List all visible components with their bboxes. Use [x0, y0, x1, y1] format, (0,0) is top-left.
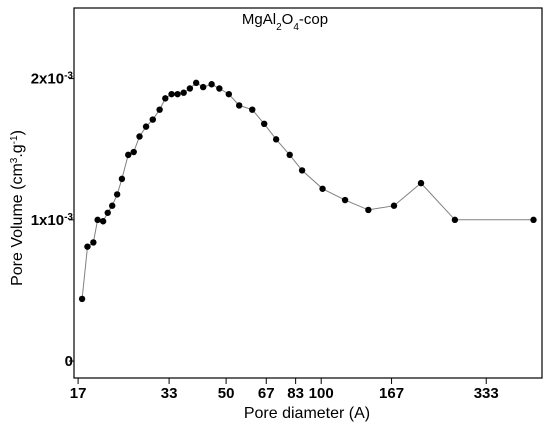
- data-point: [104, 209, 111, 216]
- y-axis-label: Pore Volume (cm3.g-1): [9, 130, 27, 286]
- title-sub-1: 2: [276, 22, 282, 33]
- data-point: [319, 185, 326, 192]
- data-point: [84, 243, 91, 250]
- data-point: [130, 148, 137, 156]
- data-point: [530, 216, 537, 224]
- data-point: [156, 106, 163, 113]
- data-point: [113, 191, 121, 198]
- data-point: [225, 90, 233, 98]
- y-tick-exponent: -3: [64, 70, 73, 81]
- data-point: [125, 151, 132, 159]
- y-label-mid: .g: [9, 144, 26, 157]
- y-label-sup-2: -1: [9, 135, 20, 144]
- title-tail: -cop: [299, 11, 328, 28]
- data-point: [235, 102, 243, 109]
- data-point: [208, 81, 215, 88]
- data-point: [78, 295, 86, 303]
- data-point: [341, 196, 349, 204]
- x-tick-label: 50: [218, 385, 235, 402]
- data-point: [451, 216, 459, 224]
- data-point: [286, 151, 293, 159]
- y-tick-label: 2x10-3: [31, 70, 74, 88]
- data-point: [390, 202, 398, 209]
- data-point: [216, 85, 223, 92]
- y-label-sup-1: 3: [9, 157, 20, 163]
- data-point: [90, 239, 97, 246]
- x-tick-label: 333: [474, 385, 499, 402]
- data-point: [417, 179, 425, 187]
- data-point: [99, 218, 107, 225]
- title-sub-2: 4: [293, 22, 299, 33]
- y-label-main: Pore Volume (cm: [9, 163, 26, 286]
- chart-title: MgAl2O4-cop: [242, 11, 328, 33]
- plot-frame: [73, 7, 543, 379]
- series-line: [81, 82, 534, 299]
- data-point: [186, 85, 194, 92]
- data-point: [199, 83, 207, 91]
- data-point: [136, 133, 143, 140]
- x-tick-label: 167: [379, 385, 404, 402]
- data-point: [174, 90, 181, 98]
- data-point: [118, 175, 126, 183]
- x-tick-label: 83: [287, 385, 304, 402]
- y-tick-exponent: -3: [64, 211, 73, 222]
- x-axis-label: Pore diameter (A): [244, 405, 370, 422]
- plot-border: [73, 7, 543, 379]
- x-tick-label: 33: [161, 385, 178, 402]
- y-tick-label: 0: [65, 353, 73, 370]
- data-point: [298, 167, 306, 174]
- data-point: [260, 120, 268, 128]
- data-point: [94, 216, 101, 224]
- data-point: [272, 136, 280, 143]
- data-point: [149, 116, 156, 123]
- data-point: [192, 79, 200, 87]
- series-layer: [78, 79, 537, 303]
- x-tick-label: 67: [258, 385, 275, 402]
- y-tick-label: 1x10-3: [31, 211, 74, 229]
- data-point: [109, 202, 116, 209]
- title-mid: O: [282, 11, 294, 28]
- data-point: [180, 89, 187, 96]
- y-tick-base: 2x10: [31, 71, 64, 88]
- data-point: [162, 95, 169, 102]
- x-tick-label: 17: [70, 385, 87, 402]
- data-point: [249, 106, 256, 113]
- data-point: [365, 206, 372, 214]
- data-point: [142, 123, 150, 130]
- y-label-tail: ): [9, 130, 26, 135]
- x-tick-label: 100: [309, 385, 334, 402]
- data-point: [168, 90, 175, 98]
- y-tick-base: 1x10: [31, 212, 64, 229]
- title-main: MgAl: [242, 11, 276, 28]
- y-tick-base: 0: [65, 353, 73, 370]
